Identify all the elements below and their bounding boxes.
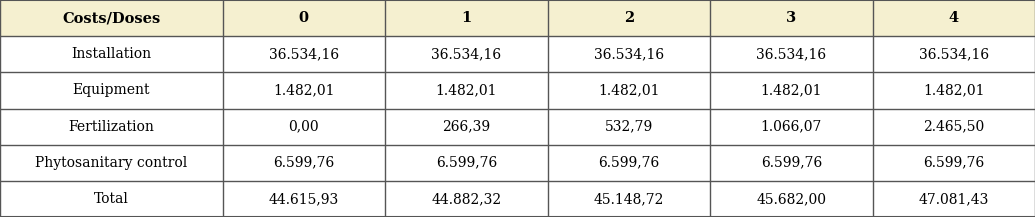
- Text: 44.615,93: 44.615,93: [269, 192, 338, 206]
- Bar: [710, 0, 873, 36]
- Text: 1: 1: [462, 11, 471, 25]
- Bar: [223, 36, 385, 72]
- Bar: [710, 72, 873, 108]
- Text: 2: 2: [624, 11, 633, 25]
- Bar: [710, 145, 873, 181]
- Bar: [223, 145, 385, 181]
- Text: 6.599,76: 6.599,76: [436, 156, 497, 170]
- Bar: [0, 72, 223, 108]
- Text: 532,79: 532,79: [604, 120, 653, 134]
- Text: 36.534,16: 36.534,16: [757, 47, 826, 61]
- Text: 6.599,76: 6.599,76: [598, 156, 659, 170]
- Bar: [548, 72, 710, 108]
- Bar: [873, 72, 1035, 108]
- Bar: [873, 0, 1035, 36]
- Text: 1.482,01: 1.482,01: [923, 83, 984, 97]
- Bar: [548, 145, 710, 181]
- Text: 36.534,16: 36.534,16: [269, 47, 338, 61]
- Text: 44.882,32: 44.882,32: [432, 192, 501, 206]
- Text: 2.465,50: 2.465,50: [923, 120, 984, 134]
- Text: 1.482,01: 1.482,01: [598, 83, 659, 97]
- Bar: [548, 108, 710, 145]
- Text: Total: Total: [94, 192, 128, 206]
- Bar: [0, 145, 223, 181]
- Text: 36.534,16: 36.534,16: [594, 47, 663, 61]
- Bar: [873, 181, 1035, 217]
- Bar: [385, 108, 548, 145]
- Text: 47.081,43: 47.081,43: [919, 192, 988, 206]
- Bar: [548, 36, 710, 72]
- Bar: [0, 36, 223, 72]
- Text: 36.534,16: 36.534,16: [919, 47, 988, 61]
- Text: 36.534,16: 36.534,16: [432, 47, 501, 61]
- Bar: [0, 0, 223, 36]
- Text: 1.482,01: 1.482,01: [273, 83, 334, 97]
- Bar: [873, 108, 1035, 145]
- Text: 1.066,07: 1.066,07: [761, 120, 822, 134]
- Text: 4: 4: [949, 11, 958, 25]
- Bar: [385, 145, 548, 181]
- Bar: [548, 0, 710, 36]
- Text: Phytosanitary control: Phytosanitary control: [35, 156, 187, 170]
- Text: 1.482,01: 1.482,01: [436, 83, 497, 97]
- Text: 0: 0: [299, 11, 308, 25]
- Text: 3: 3: [787, 11, 796, 25]
- Text: 45.148,72: 45.148,72: [594, 192, 663, 206]
- Bar: [548, 181, 710, 217]
- Bar: [0, 108, 223, 145]
- Bar: [223, 181, 385, 217]
- Text: 45.682,00: 45.682,00: [757, 192, 826, 206]
- Bar: [223, 72, 385, 108]
- Text: 6.599,76: 6.599,76: [923, 156, 984, 170]
- Text: 0,00: 0,00: [289, 120, 319, 134]
- Bar: [385, 0, 548, 36]
- Bar: [710, 181, 873, 217]
- Text: 1.482,01: 1.482,01: [761, 83, 822, 97]
- Text: Costs/Doses: Costs/Doses: [62, 11, 160, 25]
- Text: 266,39: 266,39: [442, 120, 491, 134]
- Bar: [710, 108, 873, 145]
- Text: Equipment: Equipment: [72, 83, 150, 97]
- Bar: [710, 36, 873, 72]
- Bar: [223, 108, 385, 145]
- Bar: [385, 181, 548, 217]
- Bar: [873, 36, 1035, 72]
- Text: Fertilization: Fertilization: [68, 120, 154, 134]
- Bar: [223, 0, 385, 36]
- Text: 6.599,76: 6.599,76: [273, 156, 334, 170]
- Text: Installation: Installation: [71, 47, 151, 61]
- Bar: [873, 145, 1035, 181]
- Bar: [0, 181, 223, 217]
- Bar: [385, 72, 548, 108]
- Bar: [385, 36, 548, 72]
- Text: 6.599,76: 6.599,76: [761, 156, 822, 170]
